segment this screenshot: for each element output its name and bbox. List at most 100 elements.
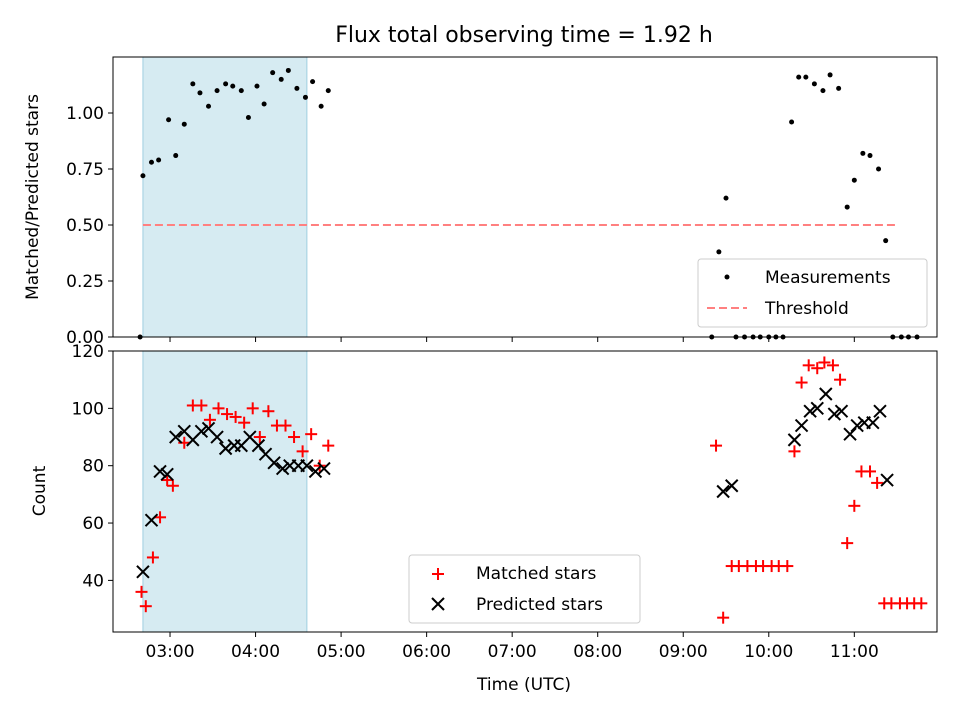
- matched-star-point: [322, 439, 335, 452]
- measurement-point: [325, 88, 331, 94]
- measurement-point: [156, 157, 162, 163]
- matched-star-point: [161, 474, 174, 487]
- measurement-point: [844, 204, 850, 210]
- measurement-point: [197, 90, 203, 96]
- matched-star-point: [195, 399, 208, 412]
- matched-star-point: [811, 362, 824, 375]
- predicted-star-point: [160, 467, 174, 482]
- ratio-y-tick-label: 0.00: [66, 328, 104, 348]
- count-y-axis-label: Count: [30, 465, 50, 516]
- predicted-star-point: [267, 456, 281, 470]
- x-tick-label: 10:00: [744, 642, 793, 662]
- matched-star-point: [841, 537, 854, 550]
- matched-star-point: [710, 439, 723, 452]
- matched-star-point: [221, 408, 234, 421]
- x-tick-label: 09:00: [659, 642, 708, 662]
- measurement-point: [181, 121, 187, 127]
- ratio-y-tick-label: 0.50: [66, 216, 104, 236]
- measurement-point: [254, 83, 260, 89]
- count-y-tick-label: 100: [72, 399, 104, 419]
- x-tick-label: 05:00: [317, 642, 366, 662]
- measurement-point: [789, 119, 795, 125]
- matched-star-point: [802, 359, 815, 372]
- legend-threshold-label: Threshold: [764, 299, 849, 319]
- ratio-y-axis-label: Matched/Predicted stars: [23, 94, 43, 300]
- ratio-y-tick-label: 1.00: [66, 104, 104, 124]
- matched-star-point: [246, 402, 259, 415]
- predicted-star-point: [317, 461, 331, 476]
- ratio-legend: Measurements Threshold: [697, 258, 928, 328]
- x-tick-label: 06:00: [402, 642, 451, 662]
- legend-predicted-marker: [431, 597, 445, 611]
- measurement-point: [166, 117, 172, 123]
- legend-measurements-label: Measurements: [765, 268, 891, 288]
- measurement-point: [261, 101, 267, 107]
- predicted-star-point: [275, 461, 290, 476]
- ratio-panel-frame: [112, 56, 938, 338]
- predicted-star-point: [300, 458, 314, 473]
- matched-star-point: [781, 560, 794, 573]
- measurement-point: [140, 173, 146, 179]
- predicted-star-point: [144, 513, 159, 527]
- predicted-star-point: [873, 404, 887, 418]
- matched-star-point: [848, 499, 861, 512]
- matched-star-point: [203, 413, 216, 426]
- predicted-star-point: [866, 415, 880, 430]
- measurement-point: [883, 238, 889, 244]
- matched-star-point: [279, 419, 292, 432]
- matched-star-point: [296, 445, 309, 458]
- matched-star-point: [818, 356, 831, 369]
- measurement-point: [860, 150, 866, 156]
- count-y-tick-label: 120: [72, 342, 104, 362]
- count-observing-span: [142, 350, 308, 633]
- measurement-point: [723, 195, 729, 201]
- count-legend: Matched stars Predicted stars: [408, 554, 641, 624]
- matched-star-point: [262, 405, 275, 418]
- predicted-star-point: [194, 424, 209, 438]
- count-panel: 40 60 80 100 120 03:00 04:00 05:00 06:00 07:00 08…: [30, 342, 938, 695]
- x-tick-label: 03:00: [146, 642, 195, 662]
- matched-star-point: [834, 373, 847, 386]
- count-legend-box: [408, 554, 641, 624]
- matched-star-point: [229, 410, 242, 423]
- legend-predicted-label: Predicted stars: [476, 595, 603, 615]
- count-panel-frame: [112, 350, 938, 633]
- measurement-point: [285, 67, 291, 73]
- measurement-point: [230, 83, 236, 89]
- measurement-point: [190, 81, 196, 87]
- measurement-point: [811, 81, 817, 87]
- measurement-point: [820, 88, 826, 94]
- x-tick-label: 11:00: [830, 642, 879, 662]
- x-tick-label: 07:00: [488, 642, 537, 662]
- predicted-star-point: [210, 430, 224, 444]
- predicted-star-point: [843, 427, 857, 441]
- ratio-y-tick-label: 0.25: [66, 272, 104, 292]
- measurement-point: [851, 177, 857, 183]
- predicted-star-point: [827, 407, 842, 421]
- predicted-star-point: [716, 484, 730, 499]
- measurement-point: [318, 103, 324, 109]
- ratio-observing-span: [142, 56, 308, 338]
- predicted-star-point: [819, 387, 833, 401]
- measurement-point: [867, 153, 873, 159]
- count-y-tick-label: 80: [82, 457, 104, 477]
- predicted-star-point: [136, 565, 150, 579]
- legend-measurements-marker: [724, 274, 730, 280]
- matched-star-point: [166, 479, 179, 492]
- legend-matched-label: Matched stars: [476, 564, 596, 584]
- predicted-star-point: [308, 464, 323, 479]
- measurement-point: [270, 70, 276, 76]
- predicted-star-point: [218, 441, 233, 456]
- measurement-point: [310, 79, 316, 85]
- matched-star-point: [915, 597, 928, 610]
- measurement-point: [173, 153, 179, 159]
- count-y-tick-label: 60: [82, 514, 104, 534]
- measurement-point: [214, 88, 220, 94]
- measurement-point: [796, 74, 802, 80]
- predicted-star-point: [153, 464, 167, 479]
- matched-star-point: [253, 431, 266, 444]
- measurement-point: [803, 74, 809, 80]
- measurement-point: [294, 85, 300, 91]
- measurement-point: [302, 94, 308, 100]
